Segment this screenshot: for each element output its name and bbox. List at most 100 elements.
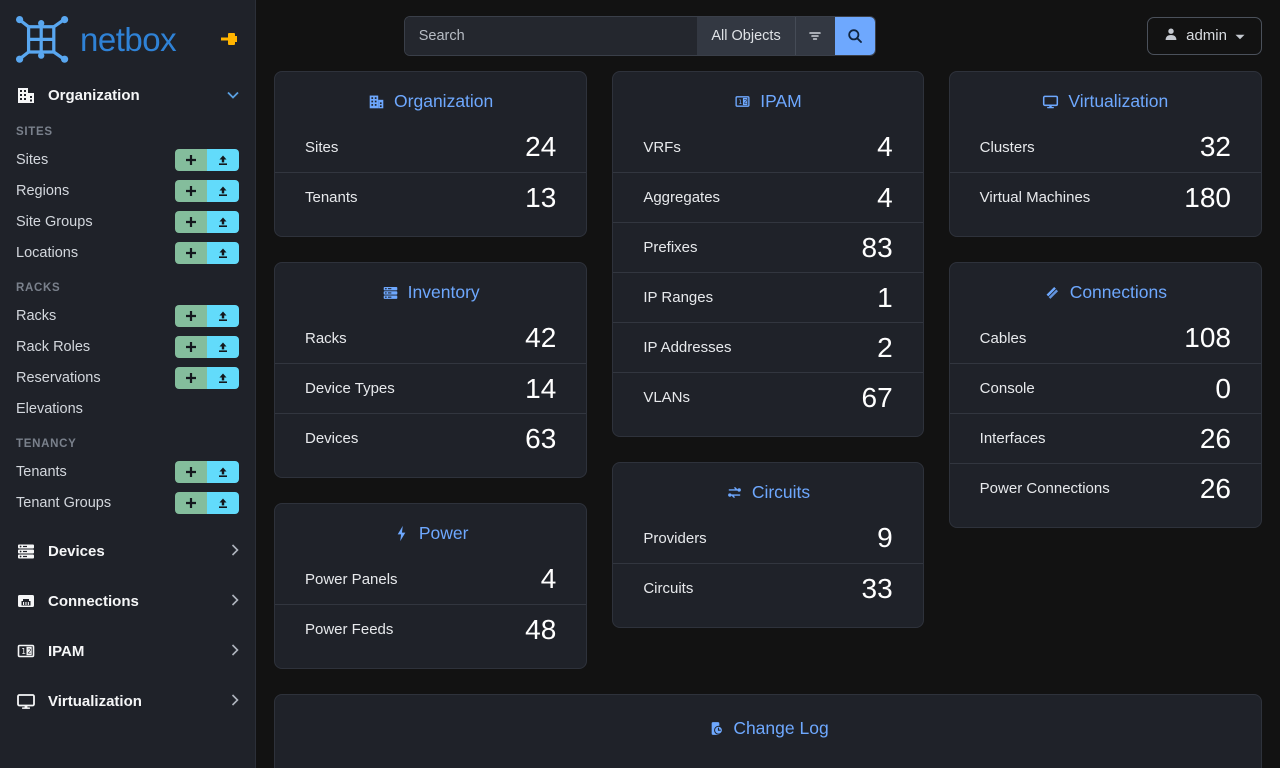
search-input[interactable] xyxy=(404,16,698,55)
sidebar-item-actions xyxy=(175,210,239,233)
stat-row[interactable]: Power Panels 4 xyxy=(275,554,586,604)
import-tenants-button[interactable] xyxy=(207,460,239,483)
pin-icon[interactable] xyxy=(219,29,239,49)
card-ipam-header[interactable]: 1 2 IPAM xyxy=(613,84,922,122)
filter-icon[interactable] xyxy=(794,16,835,55)
sidebar-item-label: Reservations xyxy=(16,369,101,386)
sidebar-item-label: Sites xyxy=(16,151,49,168)
sidebar-section-label-sites: SITES xyxy=(16,126,53,138)
card-changelog-header[interactable]: Change Log xyxy=(275,711,1261,749)
stat-label: Power Feeds xyxy=(305,621,394,638)
stat-row[interactable]: IP Addresses 2 xyxy=(613,322,923,372)
stat-label: Racks xyxy=(305,329,347,347)
card-virtualization-header[interactable]: Virtualization xyxy=(950,84,1261,122)
stat-row[interactable]: Sites 24 xyxy=(275,122,586,172)
stat-label: Interfaces xyxy=(979,430,1046,447)
add-site-groups-button[interactable] xyxy=(175,210,207,233)
stat-label: Clusters xyxy=(979,138,1035,156)
search-button[interactable] xyxy=(834,16,875,55)
import-regions-button[interactable] xyxy=(207,179,239,202)
stat-label: Power Connections xyxy=(979,480,1110,497)
stat-row[interactable]: Console 0 xyxy=(949,363,1261,413)
add-reservations-button[interactable] xyxy=(175,366,207,389)
import-tenant-groups-button[interactable] xyxy=(207,491,239,514)
stat-row[interactable]: VRFs 4 xyxy=(613,122,922,172)
add-racks-button[interactable] xyxy=(175,304,207,327)
stat-row[interactable]: Virtual Machines 180 xyxy=(949,172,1261,222)
stat-value: 0 xyxy=(1215,372,1231,404)
sidebar-item-tenant-groups[interactable]: Tenant Groups xyxy=(0,487,255,518)
stat-label: VRFs xyxy=(643,138,681,156)
brand-name: netbox xyxy=(80,20,177,58)
stat-row[interactable]: Tenants 13 xyxy=(275,172,587,222)
circuits-icon xyxy=(726,484,743,501)
server-icon xyxy=(16,541,36,561)
stat-row[interactable]: Providers 9 xyxy=(613,513,922,563)
stat-label: Console xyxy=(979,380,1035,397)
card-title: Change Log xyxy=(733,718,829,738)
stat-value: 48 xyxy=(525,613,557,645)
sidebar-item-sites[interactable]: Sites xyxy=(0,144,255,175)
import-rack-roles-button[interactable] xyxy=(207,335,239,358)
user-menu[interactable]: admin xyxy=(1147,16,1262,55)
stat-row[interactable]: Interfaces 26 xyxy=(949,413,1261,463)
stat-row[interactable]: IP Ranges 1 xyxy=(613,272,923,322)
stat-row[interactable]: Device Types 14 xyxy=(275,363,587,413)
sidebar-group-connections[interactable]: Connections xyxy=(0,584,255,618)
stat-label: Device Types xyxy=(305,380,395,397)
stat-row[interactable]: Devices 63 xyxy=(275,413,587,463)
netbox-logo-icon xyxy=(16,16,70,63)
stat-value: 67 xyxy=(861,381,893,413)
import-site-groups-button[interactable] xyxy=(207,210,239,233)
add-locations-button[interactable] xyxy=(175,241,207,264)
building-icon xyxy=(368,93,385,110)
stat-row[interactable]: Cables 108 xyxy=(950,313,1261,363)
brand-header[interactable]: netbox xyxy=(0,0,255,78)
stat-row[interactable]: Clusters 32 xyxy=(950,122,1261,172)
sidebar-item-reservations[interactable]: Reservations xyxy=(0,362,255,393)
stat-label: Power Panels xyxy=(305,570,398,588)
sidebar-item-rack-roles[interactable]: Rack Roles xyxy=(0,331,255,362)
card-organization-header[interactable]: Organization xyxy=(275,84,586,122)
sidebar-group-virtualization[interactable]: Virtualization xyxy=(0,684,255,718)
svg-text:2: 2 xyxy=(744,99,748,106)
stat-value: 9 xyxy=(877,522,893,553)
sidebar-item-tenants[interactable]: Tenants xyxy=(0,456,255,487)
import-sites-button[interactable] xyxy=(207,148,239,171)
sidebar-group-devices[interactable]: Devices xyxy=(0,534,255,568)
monitor-icon xyxy=(1042,93,1059,110)
import-racks-button[interactable] xyxy=(207,304,239,327)
stat-row[interactable]: Circuits 33 xyxy=(613,563,923,613)
card-title: Connections xyxy=(1069,282,1167,302)
sidebar-item-racks[interactable]: Racks xyxy=(0,300,255,331)
stat-row[interactable]: Prefixes 83 xyxy=(613,222,923,272)
sidebar-item-label: Tenant Groups xyxy=(16,494,112,511)
sidebar-item-locations[interactable]: Locations xyxy=(0,237,255,268)
import-locations-button[interactable] xyxy=(207,241,239,264)
card-power-header[interactable]: Power xyxy=(275,516,586,554)
add-regions-button[interactable] xyxy=(175,179,207,202)
stat-value: 4 xyxy=(877,131,893,162)
stat-row[interactable]: Racks 42 xyxy=(275,313,586,363)
stat-row[interactable]: Aggregates 4 xyxy=(613,172,923,222)
add-sites-button[interactable] xyxy=(175,148,207,171)
stat-row[interactable]: Power Connections 26 xyxy=(949,463,1261,513)
sidebar-item-regions[interactable]: Regions xyxy=(0,175,255,206)
card-title: Organization xyxy=(394,91,494,111)
stat-row[interactable]: VLANs 67 xyxy=(613,372,923,422)
object-scope-select[interactable]: All Objects xyxy=(697,16,795,55)
add-tenants-button[interactable] xyxy=(175,460,207,483)
sidebar-item-elevations[interactable]: Elevations xyxy=(0,393,255,424)
sidebar-item-site-groups[interactable]: Site Groups xyxy=(0,206,255,237)
sidebar-group-organization[interactable]: Organization xyxy=(0,78,255,112)
card-connections-header[interactable]: Connections xyxy=(950,275,1261,313)
card-circuits-header[interactable]: Circuits xyxy=(613,475,922,513)
add-tenant-groups-button[interactable] xyxy=(175,491,207,514)
import-reservations-button[interactable] xyxy=(207,366,239,389)
stat-row[interactable]: Power Feeds 48 xyxy=(275,604,587,654)
card-inventory-header[interactable]: Inventory xyxy=(275,275,586,313)
add-rack-roles-button[interactable] xyxy=(175,335,207,358)
caret-down-icon xyxy=(1235,27,1245,44)
sidebar-group-ipam[interactable]: 1 2 IPAM xyxy=(0,634,255,668)
